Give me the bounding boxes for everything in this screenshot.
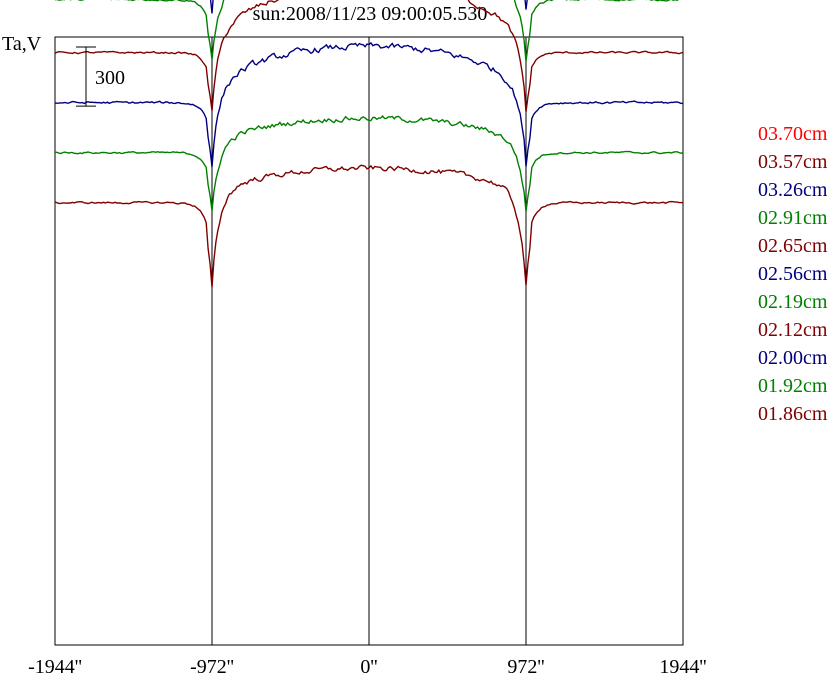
- series-line-7: [54, 0, 684, 112]
- legend-entry-4: 02.65cm: [758, 235, 828, 257]
- x-tick-label-3: 972'': [507, 656, 544, 678]
- series-line-6: [55, 0, 682, 62]
- vertical-reference-lines: [211, 37, 527, 645]
- x-tick-label-0: -1944'': [28, 656, 82, 678]
- legend-entry-2: 03.26cm: [758, 179, 828, 201]
- legend-entry-5: 02.56cm: [758, 263, 828, 285]
- y-axis-label: Ta,V: [2, 33, 42, 55]
- series-line-10: [54, 164, 684, 288]
- x-tick-labels: -1944'' -972'' 0'' 972'' 1944'': [28, 656, 707, 678]
- chart-title: sun:2008/11/23 09:00:05.530: [253, 3, 488, 25]
- legend-entry-1: 03.57cm: [758, 151, 828, 173]
- series-line-9: [54, 115, 684, 212]
- legend-entry-3: 02.91cm: [758, 207, 828, 229]
- x-tick-label-1: -972'': [190, 656, 234, 678]
- x-tick-label-2: 0'': [360, 656, 377, 678]
- scale-bar-label: 300: [95, 67, 125, 89]
- x-tick-label-4: 1944'': [659, 656, 706, 678]
- legend-entry-9: 01.92cm: [758, 375, 828, 397]
- legend-entry-8: 02.00cm: [758, 347, 828, 369]
- scale-bar: 300: [76, 46, 125, 107]
- legend-entry-0: 03.70cm: [758, 123, 828, 145]
- legend: 03.70cm 03.57cm 03.26cm 02.91cm 02.65cm 02.56…: [758, 123, 828, 425]
- series-lines: [54, 0, 684, 288]
- legend-entry-10: 01.86cm: [758, 403, 828, 425]
- series-line-8: [54, 41, 684, 168]
- legend-entry-6: 02.19cm: [758, 291, 828, 313]
- legend-entry-7: 02.12cm: [758, 319, 828, 341]
